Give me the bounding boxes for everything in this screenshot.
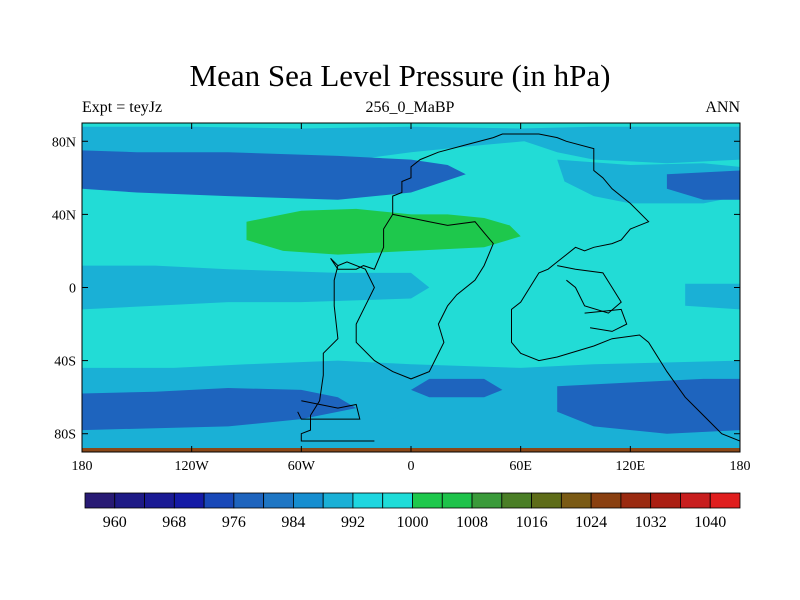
pressure-region-996-5 bbox=[82, 265, 430, 310]
colorbar-box-0 bbox=[84, 492, 116, 509]
experiment-label: Expt = teyJz bbox=[82, 99, 163, 116]
season-label: ANN bbox=[705, 99, 740, 116]
pressure-region-992-1 bbox=[82, 150, 466, 200]
lat-tick-label: 80N bbox=[52, 135, 76, 150]
coastline-1 bbox=[337, 213, 494, 380]
colorbar-box-9 bbox=[352, 492, 384, 509]
colorbar-box-18 bbox=[620, 492, 652, 509]
latitude-axis: 80N 40N 0 40S 80S bbox=[52, 135, 740, 443]
coastline-3 bbox=[297, 400, 361, 420]
lat-tick-label: 80S bbox=[54, 428, 76, 443]
colorbar-box-13 bbox=[471, 492, 503, 509]
colorbar-label: 1008 bbox=[456, 514, 488, 531]
colorbar-box-8 bbox=[322, 492, 354, 509]
pressure-region-992-9 bbox=[411, 378, 503, 398]
colorbar-box-1 bbox=[114, 492, 145, 509]
colorbar-box-16 bbox=[560, 492, 592, 509]
colorbar-box-4 bbox=[203, 492, 235, 509]
pressure-region-996-6 bbox=[685, 283, 740, 310]
colorbar-box-10 bbox=[382, 492, 413, 509]
colorbar-box-19 bbox=[650, 492, 681, 509]
coastline-4 bbox=[584, 308, 628, 332]
run-label: 256_0_MaBP bbox=[365, 99, 455, 116]
colorbar-box-2 bbox=[144, 492, 175, 509]
colorbar-box-7 bbox=[293, 492, 324, 509]
lon-tick-label: 60W bbox=[288, 459, 316, 474]
colorbar-label: 1040 bbox=[694, 514, 726, 531]
lat-tick-label: 0 bbox=[69, 282, 76, 297]
pressure-region-996-7 bbox=[82, 360, 740, 452]
longitude-axis: 180 120W 60W 0 60E 120E 180 bbox=[72, 123, 751, 474]
colorbar-label: 1000 bbox=[397, 514, 429, 531]
colorbar-box-15 bbox=[531, 492, 562, 509]
pressure-region-996-11 bbox=[374, 408, 411, 420]
coastline-layer bbox=[297, 133, 740, 442]
colorbar-box-17 bbox=[590, 492, 622, 509]
lon-tick-label: 0 bbox=[408, 459, 415, 474]
colorbar-label: 976 bbox=[222, 514, 246, 531]
map-plot-area bbox=[81, 122, 741, 453]
colorbar-box-11 bbox=[412, 492, 443, 509]
colorbar-box-5 bbox=[233, 492, 265, 509]
colorbar-label: 1032 bbox=[635, 514, 667, 531]
colorbar-label: 968 bbox=[162, 514, 186, 531]
plot-title: Mean Sea Level Pressure (in hPa) bbox=[189, 58, 611, 93]
coastline-2 bbox=[557, 265, 622, 314]
pressure-region-992-10 bbox=[557, 378, 740, 434]
colorbar-box-3 bbox=[173, 492, 205, 509]
lon-tick-label: 180 bbox=[72, 459, 93, 474]
colorbar: 960 968 976 984 992 1000 1008 1016 1024 1032 1040 bbox=[84, 492, 741, 531]
colorbar-label: 992 bbox=[341, 514, 365, 531]
lat-tick-label: 40S bbox=[54, 355, 76, 370]
colorbar-box-12 bbox=[441, 492, 473, 509]
pressure-region-992-3 bbox=[666, 170, 740, 200]
colorbar-label: 1016 bbox=[516, 514, 548, 531]
lon-tick-label: 120W bbox=[175, 459, 210, 474]
lon-tick-label: 120E bbox=[616, 459, 646, 474]
colorbar-box-20 bbox=[680, 492, 711, 509]
colorbar-label: 984 bbox=[281, 514, 305, 531]
lon-tick-label: 180 bbox=[730, 459, 751, 474]
colorbar-label: 960 bbox=[103, 514, 127, 531]
lon-tick-label: 60E bbox=[509, 459, 532, 474]
pressure-region-992-8 bbox=[82, 388, 357, 431]
colorbar-box-14 bbox=[501, 492, 532, 509]
colorbar-box-21 bbox=[709, 492, 741, 509]
lat-tick-label: 40N bbox=[52, 208, 76, 223]
colorbar-label: 1024 bbox=[575, 514, 607, 531]
colorbar-box-6 bbox=[263, 492, 294, 509]
